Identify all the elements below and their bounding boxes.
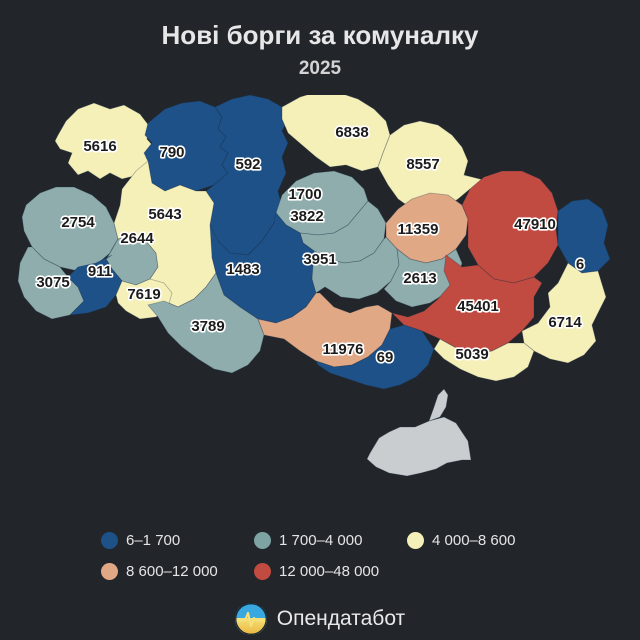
svg-text:45401: 45401 — [457, 298, 499, 315]
svg-text:5616: 5616 — [83, 138, 116, 155]
svg-text:5643: 5643 — [148, 206, 181, 223]
svg-text:2754: 2754 — [61, 214, 95, 231]
svg-text:592: 592 — [235, 156, 260, 173]
svg-text:7619: 7619 — [127, 286, 160, 303]
svg-text:11976: 11976 — [323, 341, 364, 358]
svg-text:5039: 5039 — [455, 346, 488, 363]
svg-text:47910: 47910 — [514, 216, 556, 233]
svg-text:3075: 3075 — [36, 274, 69, 291]
svg-text:3789: 3789 — [191, 318, 224, 335]
svg-text:6838: 6838 — [335, 124, 368, 141]
svg-text:6714: 6714 — [548, 314, 582, 331]
svg-text:1700: 1700 — [288, 186, 321, 203]
svg-text:1483: 1483 — [226, 261, 259, 278]
svg-text:3951: 3951 — [303, 251, 336, 268]
svg-text:911: 911 — [88, 263, 112, 280]
svg-text:2613: 2613 — [403, 270, 436, 287]
svg-text:11359: 11359 — [398, 221, 439, 238]
svg-text:6: 6 — [576, 256, 584, 273]
svg-text:2644: 2644 — [120, 230, 154, 247]
svg-text:3822: 3822 — [290, 208, 323, 225]
svg-text:8557: 8557 — [406, 156, 439, 173]
svg-text:790: 790 — [159, 144, 184, 161]
svg-text:69: 69 — [377, 349, 394, 366]
